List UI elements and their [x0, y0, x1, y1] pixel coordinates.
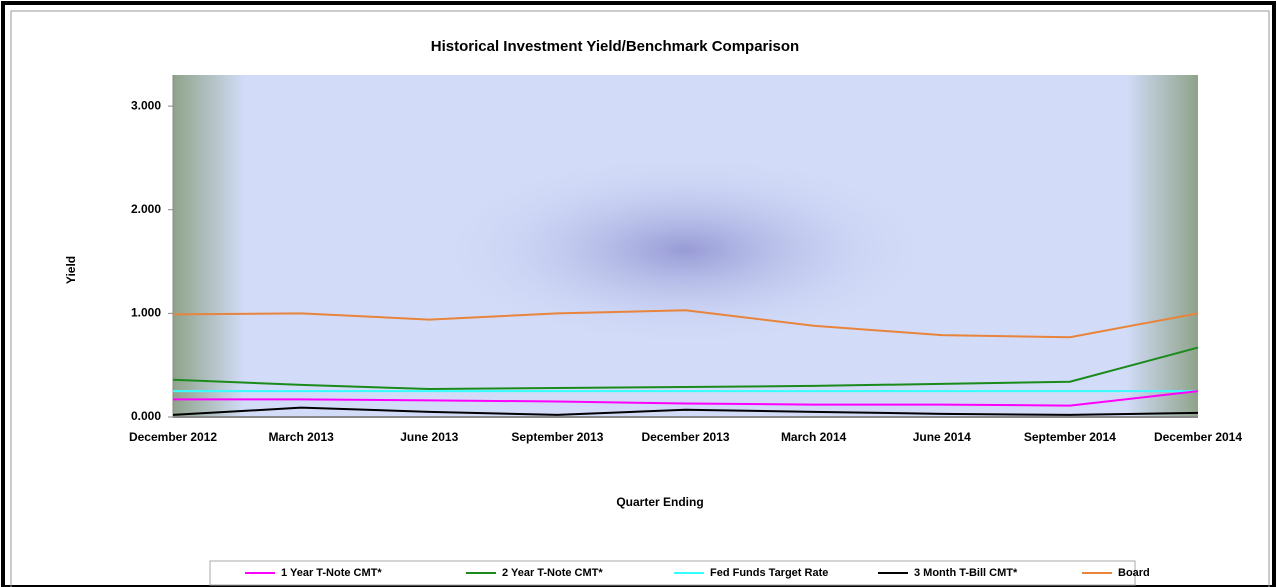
plot-glow [430, 150, 940, 350]
series-line [173, 390, 1199, 407]
legend-label: 1 Year T-Note CMT* [281, 567, 382, 579]
x-tick-label: June 2014 [913, 430, 971, 444]
inner-frame [10, 10, 1270, 587]
legend-label: 3 Month T-Bill CMT* [914, 567, 1018, 579]
series-line [172, 346, 1199, 391]
x-tick-label: December 2012 [129, 430, 217, 444]
series-line [172, 406, 1199, 416]
x-tick-label: September 2013 [511, 430, 603, 444]
x-tick-label: September 2014 [1024, 430, 1116, 444]
x-tick-label: March 2014 [781, 430, 847, 444]
x-tick-label: June 2013 [400, 430, 458, 444]
chart-title: Historical Investment Yield/Benchmark Co… [431, 38, 799, 55]
legend-label: Board [1118, 567, 1150, 579]
y-tick-label: 1.000 [131, 306, 161, 320]
x-tick-label: March 2013 [268, 430, 334, 444]
x-tick-label: December 2014 [1154, 430, 1242, 444]
y-tick-label: 2.000 [131, 202, 161, 216]
legend-label: Fed Funds Target Rate [710, 567, 828, 579]
y-tick-label: 3.000 [131, 98, 161, 112]
legend [209, 560, 1136, 586]
x-axis-title: Quarter Ending [616, 495, 703, 509]
legend-label: 2 Year T-Note CMT* [502, 567, 603, 579]
y-axis-title: Yield [64, 256, 78, 284]
x-tick-label: December 2013 [641, 430, 729, 444]
series-line [172, 309, 1199, 339]
y-tick-label: 0.000 [131, 409, 161, 423]
